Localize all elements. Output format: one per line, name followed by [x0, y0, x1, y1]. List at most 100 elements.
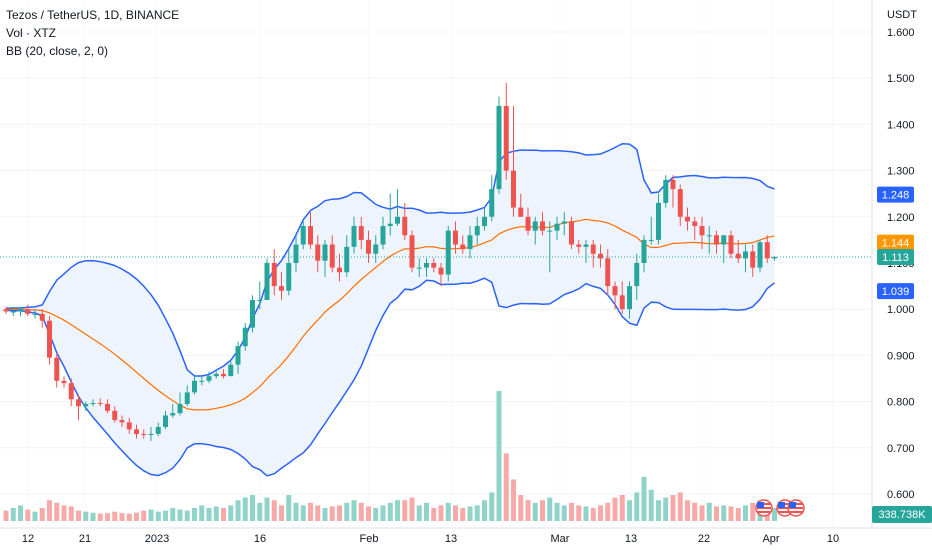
candlesticks — [3, 82, 777, 441]
chart-legend: Tezos / TetherUS, 1D, BINANCE Vol · XTZ … — [6, 6, 179, 60]
candle-body — [300, 226, 306, 245]
volume-bar — [366, 506, 371, 521]
volume-bar — [598, 505, 603, 521]
volume-bar — [619, 495, 625, 521]
volume-bar — [235, 500, 241, 521]
candle-body — [105, 403, 110, 411]
candle-body — [402, 216, 408, 236]
candle-body — [503, 105, 509, 171]
volume-bar — [416, 505, 422, 521]
candle-body — [83, 403, 89, 407]
candle-body — [677, 189, 683, 217]
candle-body — [735, 253, 741, 259]
volume-bar — [184, 510, 190, 521]
candle-body — [670, 179, 676, 190]
volume-bar — [250, 495, 255, 521]
volume-bar — [677, 492, 683, 521]
candle-body — [540, 221, 545, 231]
volume-bar — [496, 391, 502, 521]
candle-body — [482, 216, 487, 227]
bollinger-indicator-label[interactable]: BB (20, close, 2, 0) — [6, 44, 109, 58]
us-flag-icon[interactable] — [787, 499, 805, 517]
volume-bar — [119, 513, 125, 521]
symbol-title[interactable]: Tezos / TetherUS, 1D, BINANCE — [6, 8, 180, 22]
time-axis-background[interactable] — [0, 528, 872, 550]
candle-body — [47, 320, 52, 358]
volume-indicator-label[interactable]: Vol · XTZ — [6, 26, 57, 40]
volume-bar — [358, 502, 364, 521]
volume-bar — [279, 505, 284, 521]
volume-bar — [518, 495, 524, 521]
candle-body — [648, 239, 654, 241]
volume-bar — [134, 512, 139, 521]
volume-bar — [61, 505, 67, 521]
candle-body — [373, 244, 379, 254]
candle-body — [380, 226, 386, 245]
volume-bar — [395, 500, 400, 521]
candle-body — [68, 383, 74, 400]
candle-body — [134, 429, 139, 434]
volume-bar — [90, 512, 96, 521]
volume-bar — [474, 505, 480, 521]
candle-body — [163, 415, 168, 428]
volume-bar — [750, 502, 756, 521]
volume-bar — [402, 500, 408, 521]
y-tick-label: 1.600 — [887, 27, 915, 39]
volume-bar — [300, 505, 306, 521]
volume-bar — [532, 502, 538, 521]
y-tick-label: 1.300 — [887, 166, 915, 178]
candle-body — [750, 251, 756, 268]
x-tick-label: 22 — [698, 533, 710, 545]
last-price-tag — [877, 248, 914, 265]
volume-bar — [612, 497, 618, 521]
volume-bar — [192, 508, 197, 521]
volume-bar — [482, 500, 487, 521]
volume-bar — [97, 513, 103, 521]
volume-bar — [387, 502, 393, 521]
volume-bar — [76, 510, 81, 521]
volume-bar — [293, 502, 299, 521]
us-flag-icon[interactable] — [755, 499, 773, 517]
y-tick-label: 0.900 — [887, 350, 915, 362]
volume-bar — [511, 479, 516, 521]
candle-body — [764, 242, 770, 259]
volume-bar — [112, 511, 118, 521]
volume-bar — [337, 505, 342, 521]
time-axis-ticks: 12 21 2023 16 Feb 13 Mar 13 22 Apr 10 — [22, 533, 839, 545]
volume-bar — [32, 511, 38, 521]
x-tick-label: Mar — [551, 533, 570, 545]
candle-body — [177, 403, 183, 414]
candle-body — [358, 226, 364, 240]
candle-body — [184, 392, 190, 404]
candle-body — [3, 309, 9, 312]
volume-bar — [721, 505, 727, 521]
candle-body — [344, 246, 350, 273]
volume-bar — [547, 497, 553, 521]
y-tick-label: 0.700 — [887, 443, 915, 455]
candle-body — [221, 373, 226, 377]
volume-bar — [221, 508, 226, 521]
candle-body — [409, 235, 415, 268]
candle-body — [61, 380, 67, 384]
candle-body — [576, 244, 582, 247]
candle-body — [663, 179, 669, 203]
candle-body — [366, 239, 371, 254]
volume-bar — [155, 511, 161, 521]
volume-bar — [424, 502, 429, 521]
volume-bar — [83, 511, 89, 521]
volume-bar — [706, 502, 712, 521]
candle-body — [714, 235, 719, 245]
candle-body — [206, 376, 212, 381]
x-tick-label: 16 — [254, 533, 266, 545]
candle-body — [467, 235, 473, 250]
candle-body — [25, 309, 31, 314]
candle-body — [308, 226, 313, 245]
x-tick-label: Feb — [360, 533, 379, 545]
volume-bar — [286, 495, 292, 521]
volume-tag-label: 338.738K — [878, 509, 926, 521]
candle-body — [112, 410, 118, 421]
candle-body — [97, 402, 103, 404]
candle-body — [438, 267, 444, 275]
event-markers[interactable] — [755, 499, 805, 517]
